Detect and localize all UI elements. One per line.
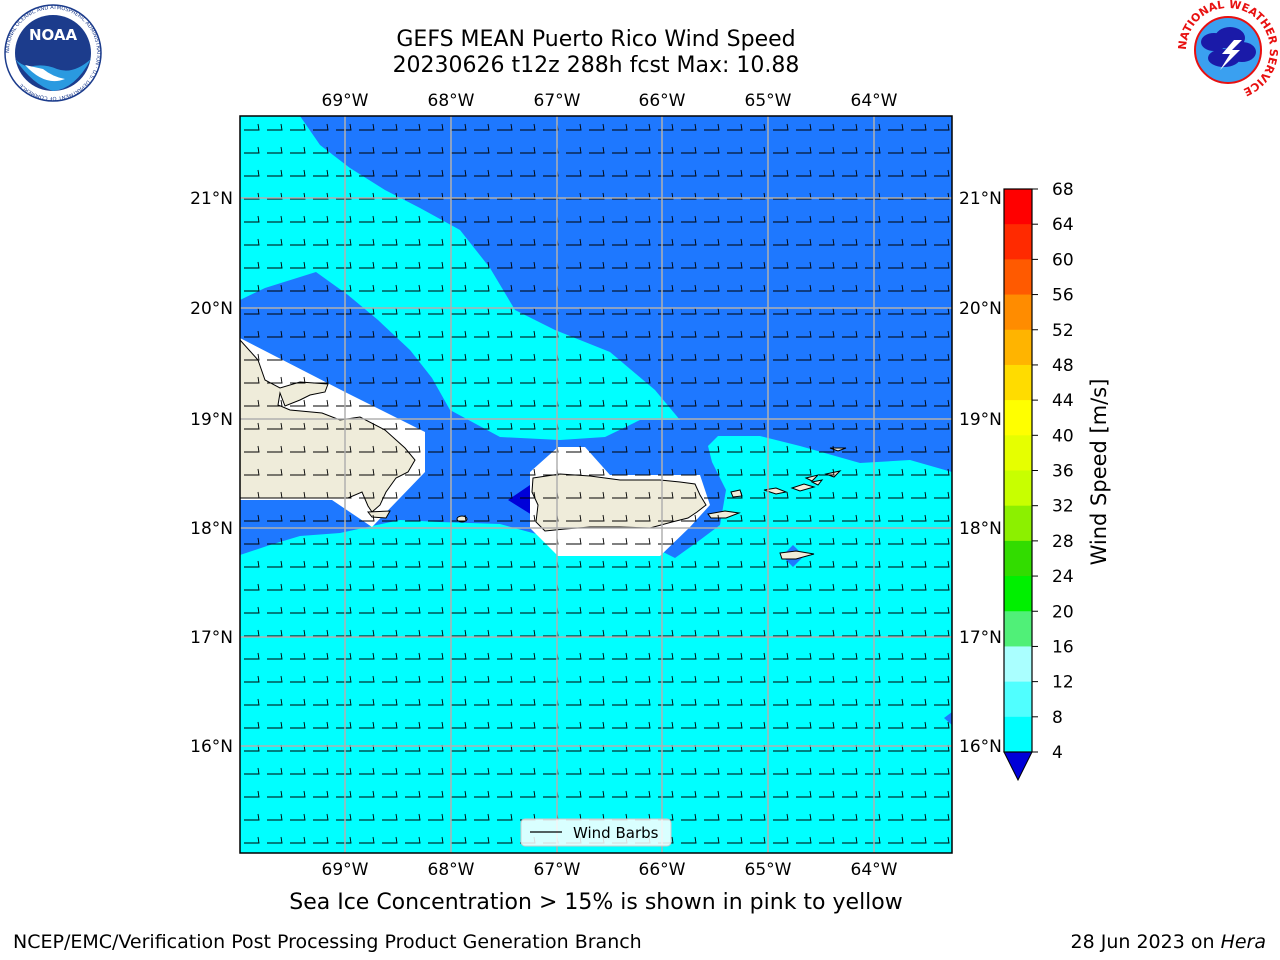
lon-label-bottom: 69°W — [322, 860, 369, 880]
colorbar-tick-label: 48 — [1052, 356, 1074, 376]
lon-label-bottom: 65°W — [745, 860, 792, 880]
colorbar-swatch — [1004, 611, 1032, 647]
wind-barbs-layer — [240, 116, 952, 853]
lat-label-left: 20°N — [190, 299, 233, 319]
colorbar-tick-label: 56 — [1052, 286, 1074, 306]
colorbar-tick-label: 64 — [1052, 215, 1074, 235]
map-gridlines — [240, 116, 952, 853]
colorbar-swatch — [1004, 576, 1032, 612]
colorbar-tick-label: 52 — [1052, 321, 1074, 341]
footer-date: 28 Jun 2023 on Hera — [1071, 931, 1266, 953]
colorbar-tick-label: 60 — [1052, 250, 1074, 270]
chart-subtitle: 20230626 t12z 288h fcst Max: 10.88 — [392, 53, 800, 78]
lat-label-left: 16°N — [190, 737, 233, 757]
map-frame — [239, 115, 953, 854]
colorbar-tick-label: 40 — [1052, 426, 1074, 446]
map-legend: Wind Barbs — [520, 818, 672, 847]
colorbar-swatch — [1004, 400, 1032, 436]
noaa-logo-icon: NOAA NATIONAL OCEANIC AND ATMOSPHERIC AD… — [4, 4, 102, 102]
colorbar-tick-label: 32 — [1052, 497, 1074, 517]
colorbar-under-arrow — [1003, 751, 1033, 782]
nws-logo-icon: NATIONAL WEATHER SERVICE — [1178, 0, 1278, 99]
chart-title: GEFS MEAN Puerto Rico Wind Speed — [396, 27, 796, 52]
colorbar-tick-label: 16 — [1052, 637, 1074, 657]
lon-label-top: 68°W — [428, 91, 475, 111]
colorbar-swatch — [1004, 294, 1032, 331]
lat-label-left: 17°N — [190, 628, 233, 648]
colorbar-swatch — [1004, 505, 1032, 542]
colorbar-tick-label: 28 — [1052, 532, 1074, 552]
colorbar-swatch — [1004, 329, 1032, 366]
lat-label-left: 19°N — [190, 410, 233, 430]
lat-label-right: 21°N — [959, 189, 1002, 209]
colorbar-tick-label: 44 — [1052, 391, 1074, 411]
colorbar-swatch — [1004, 435, 1032, 471]
colorbar-swatch — [1004, 716, 1032, 753]
lon-label-top: 65°W — [745, 91, 792, 111]
colorbar-label: Wind Speed [m/s] — [1087, 379, 1111, 566]
lon-label-bottom: 68°W — [428, 860, 475, 880]
lat-label-right: 20°N — [959, 299, 1002, 319]
colorbar-tick-label: 24 — [1052, 567, 1074, 587]
sea-ice-note: Sea Ice Concentration > 15% is shown in … — [289, 890, 903, 915]
footer-date-text: 28 Jun 2023 on — [1070, 931, 1221, 953]
colorbar-tick-label: 12 — [1052, 673, 1074, 693]
lat-label-right: 16°N — [959, 737, 1002, 757]
colorbar-swatch — [1004, 470, 1032, 507]
legend-label: Wind Barbs — [573, 824, 659, 842]
lat-label-left: 18°N — [190, 519, 233, 539]
footer-host: Hera — [1220, 931, 1266, 953]
lon-label-top: 69°W — [322, 91, 369, 111]
colorbar-tick-label: 36 — [1052, 462, 1074, 482]
colorbar-tick-label: 68 — [1052, 180, 1074, 200]
colorbar-swatch — [1004, 681, 1032, 718]
lat-label-right: 18°N — [959, 519, 1002, 539]
lon-label-bottom: 64°W — [851, 860, 898, 880]
colorbar-swatch — [1004, 540, 1032, 577]
colorbar-swatch — [1004, 364, 1032, 401]
lon-label-bottom: 66°W — [639, 860, 686, 880]
colorbar-swatch — [1004, 189, 1032, 225]
lat-label-left: 21°N — [190, 189, 233, 209]
footer-branch: NCEP/EMC/Verification Post Processing Pr… — [13, 931, 642, 953]
colorbar: 68 64 60 56 52 48 44 40 36 32 28 24 20 16 12 8 4 Wind Sp… — [1003, 180, 1111, 782]
colorbar-tick-label: 4 — [1052, 743, 1063, 763]
lat-label-right: 19°N — [959, 410, 1002, 430]
colorbar-tick-label: 20 — [1052, 602, 1074, 622]
lon-label-bottom: 67°W — [534, 860, 581, 880]
colorbar-tick-label: 8 — [1052, 708, 1063, 728]
noaa-logo-text: NOAA — [29, 26, 78, 44]
lon-label-top: 67°W — [534, 91, 581, 111]
lon-label-top: 66°W — [639, 91, 686, 111]
colorbar-swatch — [1004, 646, 1032, 683]
lon-label-top: 64°W — [851, 91, 898, 111]
colorbar-swatch — [1004, 259, 1032, 296]
colorbar-swatch — [1004, 224, 1032, 260]
lat-label-right: 17°N — [959, 628, 1002, 648]
